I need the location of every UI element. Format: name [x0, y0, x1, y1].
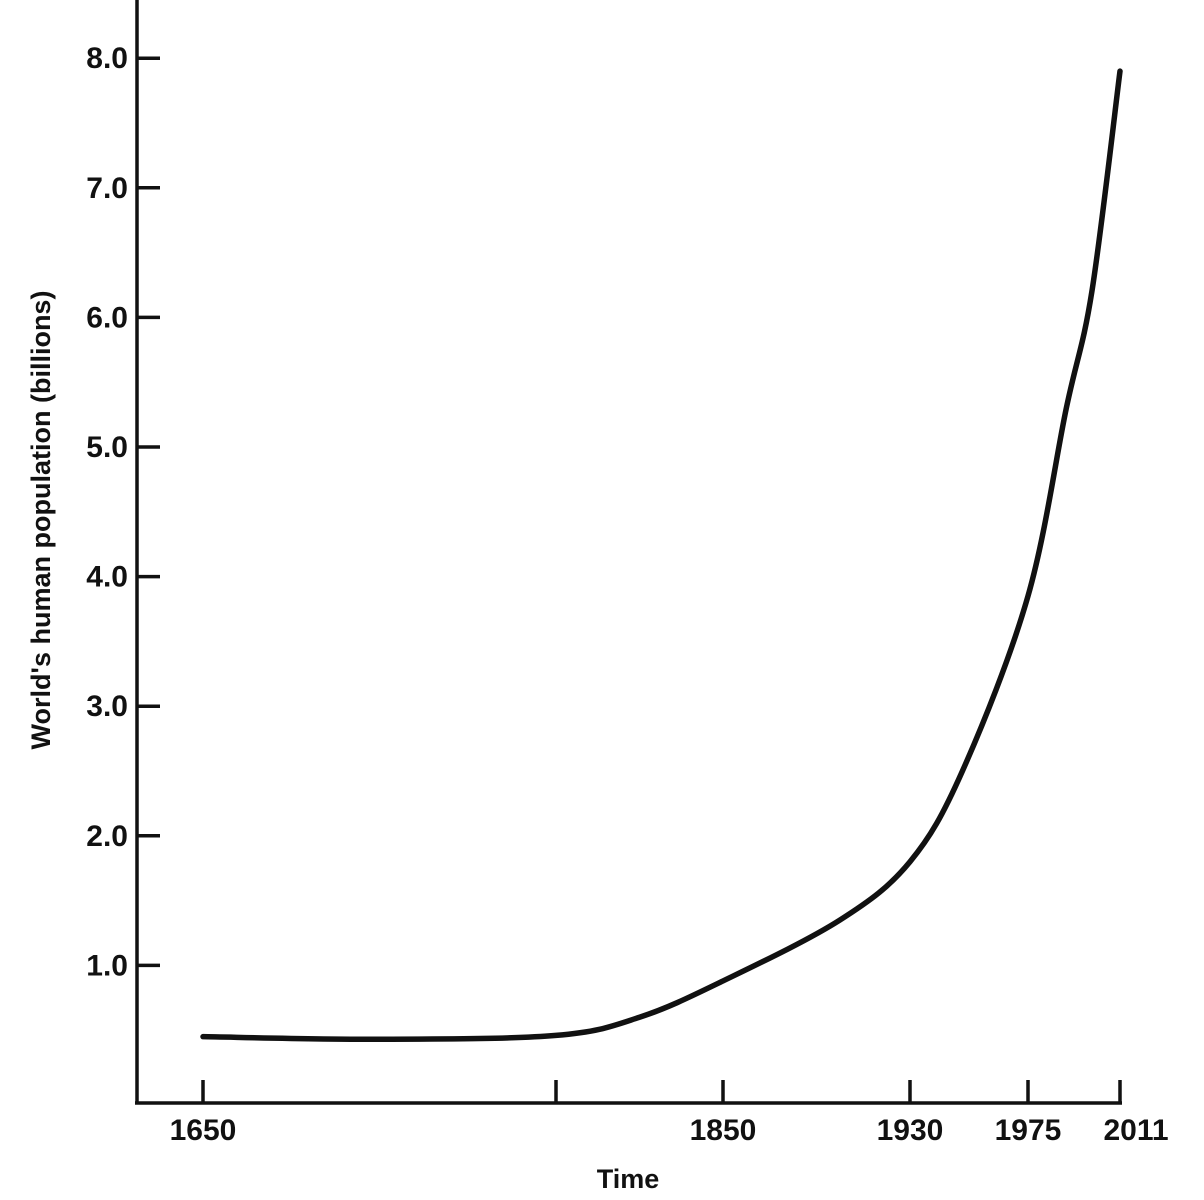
axes [135, 0, 1122, 1105]
y-tick-label: 7.0 [86, 172, 128, 205]
y-axis-title: World's human population (billions) [26, 291, 56, 750]
y-tick-label: 5.0 [86, 431, 128, 464]
x-ticks: 1650 1850 1930 1975 2011 [170, 1080, 1169, 1147]
x-tick-label: 1975 [995, 1114, 1062, 1147]
x-tick-label: 2011 [1103, 1114, 1168, 1147]
population-line [200, 68, 1123, 1043]
y-tick-label: 8.0 [86, 42, 128, 75]
y-tick-label: 2.0 [86, 820, 128, 853]
y-tick-label: 1.0 [86, 949, 128, 982]
x-tick-label: 1850 [690, 1114, 757, 1147]
x-axis-title: Time [597, 1164, 660, 1194]
y-tick-label: 3.0 [86, 690, 128, 723]
y-ticks: 1.0 2.0 3.0 4.0 5.0 6.0 7.0 8.0 [86, 42, 160, 982]
x-tick-label: 1650 [170, 1114, 237, 1147]
y-tick-label: 6.0 [86, 301, 128, 334]
x-tick-label: 1930 [877, 1114, 944, 1147]
y-tick-label: 4.0 [86, 561, 128, 594]
